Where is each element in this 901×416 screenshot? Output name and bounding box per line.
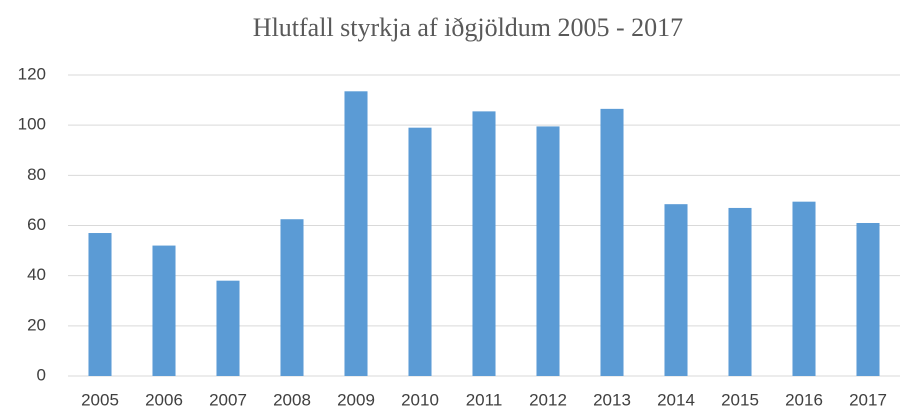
chart-title: Hlutfall styrkja af iðgjöldum 2005 - 201… <box>253 13 683 42</box>
x-tick-label: 2017 <box>849 390 887 409</box>
x-tick-label: 2008 <box>273 390 311 409</box>
x-tick-label: 2014 <box>657 390 695 409</box>
bar <box>88 233 112 376</box>
x-tick-label: 2011 <box>466 390 503 409</box>
bar <box>152 245 176 376</box>
bar <box>792 201 816 376</box>
y-tick-label: 0 <box>37 365 46 384</box>
x-tick-label: 2005 <box>81 390 119 409</box>
x-tick-label: 2007 <box>209 390 247 409</box>
y-tick-label: 40 <box>27 265 46 284</box>
x-tick-label: 2012 <box>529 390 567 409</box>
x-tick-label: 2006 <box>145 390 183 409</box>
bar <box>216 280 240 376</box>
bar <box>280 219 304 376</box>
y-tick-label: 60 <box>27 215 46 234</box>
bar <box>344 91 368 376</box>
x-tick-label: 2016 <box>785 390 823 409</box>
bar <box>408 127 432 376</box>
x-tick-label: 2010 <box>401 390 439 409</box>
bar <box>536 126 560 376</box>
y-tick-label: 120 <box>18 64 46 83</box>
y-tick-label: 100 <box>18 115 46 134</box>
x-tick-label: 2013 <box>593 390 631 409</box>
y-tick-label: 80 <box>27 165 46 184</box>
bar <box>856 222 880 376</box>
bar <box>664 204 688 376</box>
bar <box>600 108 624 377</box>
x-tick-label: 2015 <box>721 390 759 409</box>
bar <box>472 111 496 376</box>
y-tick-label: 20 <box>27 315 46 334</box>
bar <box>728 207 752 376</box>
x-tick-label: 2009 <box>337 390 375 409</box>
